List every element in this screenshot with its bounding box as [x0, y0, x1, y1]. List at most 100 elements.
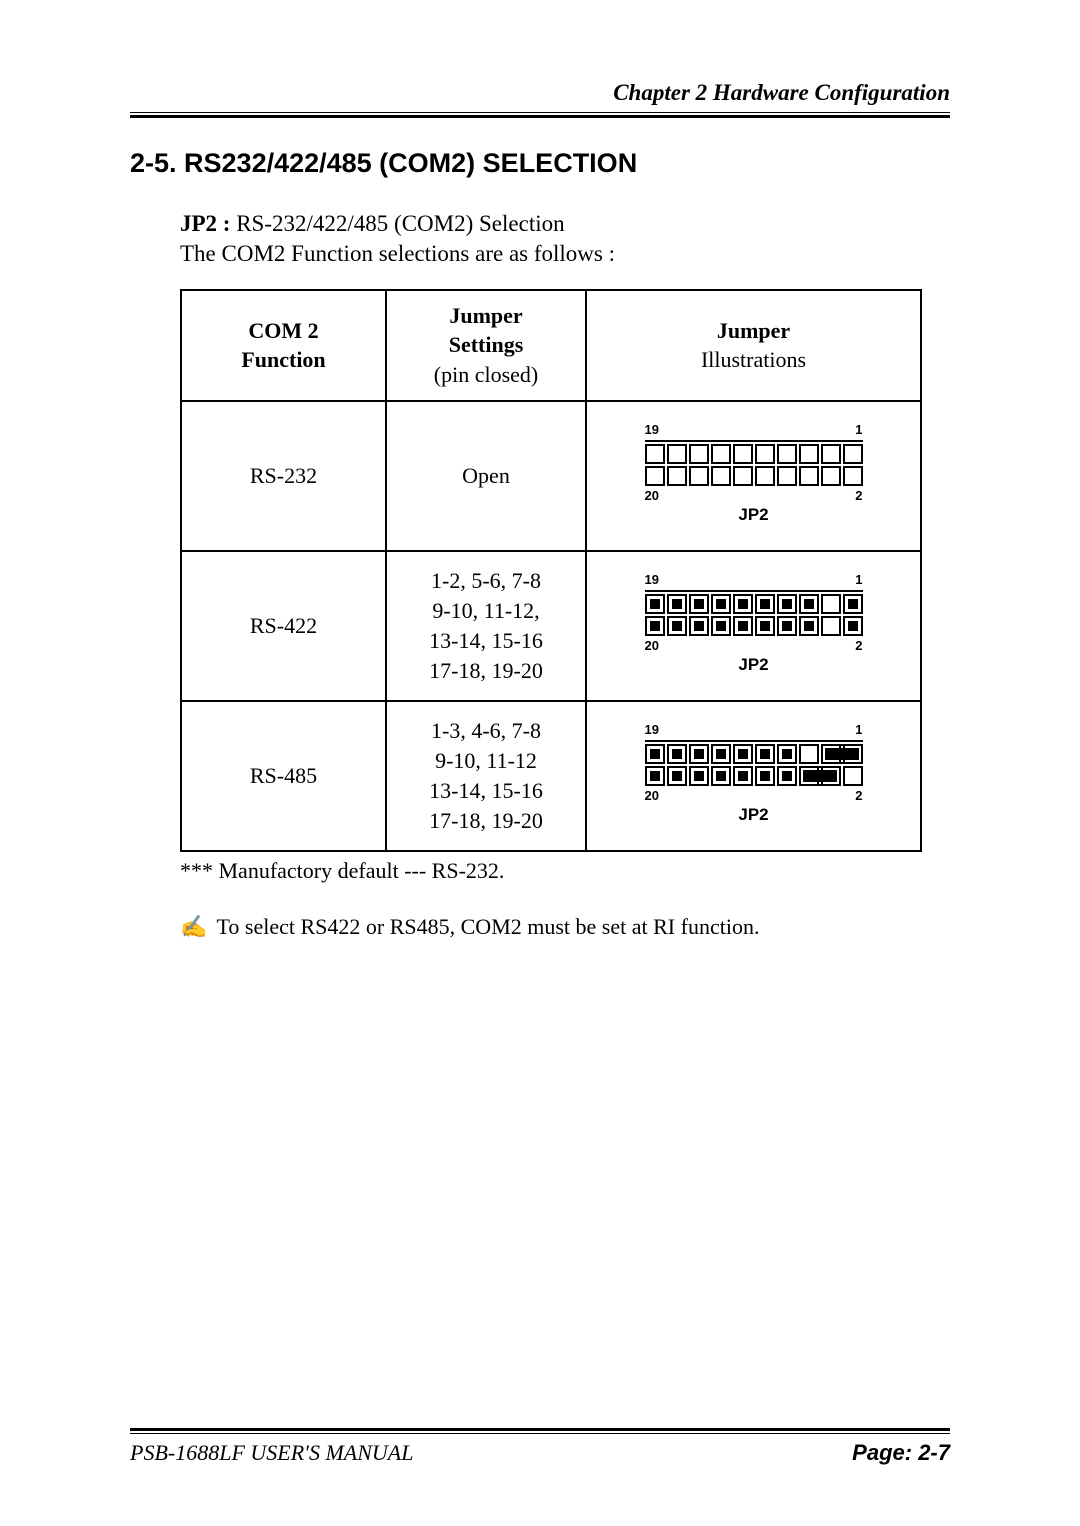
jumper-pin: [711, 594, 731, 614]
pin-label-tl: 19: [645, 722, 659, 737]
settings-line: 1-3, 4-6, 7-8: [393, 716, 579, 746]
jumper-pin: [711, 616, 731, 636]
th-ill-l2: Illustrations: [595, 345, 912, 375]
jumper-pin: [689, 766, 709, 786]
jumper-pin: [711, 766, 731, 786]
jumper-pin: [843, 616, 863, 636]
pin-label-br: 2: [855, 638, 862, 653]
settings-line: 9-10, 11-12,: [393, 596, 579, 626]
jp2-desc: RS-232/422/485 (COM2) Selection: [230, 211, 564, 236]
table-row: RS-4221-2, 5-6, 7-89-10, 11-12,13-14, 15…: [181, 551, 921, 701]
write-icon: ✍: [180, 914, 207, 939]
jumper-name: JP2: [645, 655, 863, 675]
jumper-pin: [733, 616, 753, 636]
pin-labels-bottom: 20 2: [645, 788, 863, 803]
cell-illustration: 19 1 20 2 JP2: [586, 701, 921, 851]
jumper-pin: [777, 766, 797, 786]
th-com2-l2: Function: [190, 345, 377, 375]
spacer: [130, 940, 950, 1428]
settings-line: 1-2, 5-6, 7-8: [393, 566, 579, 596]
jumper-pin: [799, 616, 819, 636]
pin-labels-bottom: 202: [645, 488, 863, 503]
th-set-l3: (pin closed): [395, 360, 577, 390]
jumper-pin: [821, 466, 841, 486]
pin-label-bl: 20: [645, 488, 659, 503]
jumper-pin: [843, 466, 863, 486]
pin-label-br: 2: [855, 788, 862, 803]
jumper-pin: [799, 766, 819, 786]
jumper-pin: [711, 744, 731, 764]
jumper-pin: [799, 744, 819, 764]
jumper-diagram: 19 1 20 2 JP2: [641, 722, 867, 829]
cell-settings: Open: [386, 401, 586, 551]
jumper-pin: [711, 444, 731, 464]
pin-label-tr: 1: [855, 722, 862, 737]
jumper-pin: [843, 766, 863, 786]
jumper-pin: [645, 616, 665, 636]
pin-label-tr: 1: [855, 422, 862, 437]
section-title: 2-5. RS232/422/485 (COM2) SELECTION: [130, 148, 950, 179]
jumper-pin: [755, 744, 775, 764]
intro-line2: The COM2 Function selections are as foll…: [180, 241, 615, 266]
jumper-pin: [843, 594, 863, 614]
jumper-pin: [645, 766, 665, 786]
jumper-name: JP2: [645, 505, 863, 525]
cell-function: RS-422: [181, 551, 386, 701]
jumper-grid: [645, 440, 863, 486]
settings-line: 17-18, 19-20: [393, 656, 579, 686]
jumper-pin: [843, 444, 863, 464]
jumper-name: JP2: [645, 805, 863, 825]
pin-label-tl: 19: [645, 422, 659, 437]
footer-left: PSB-1688LF USER′S MANUAL: [130, 1440, 413, 1466]
jumper-pin: [689, 594, 709, 614]
jumper-grid: [645, 740, 863, 786]
jumper-pin: [645, 444, 665, 464]
settings-line: 13-14, 15-16: [393, 626, 579, 656]
default-note: *** Manufactory default --- RS-232.: [180, 858, 950, 884]
settings-line: 17-18, 19-20: [393, 806, 579, 836]
jumper-pin: [821, 766, 841, 786]
th-ill-l1: Jumper: [595, 316, 912, 346]
settings-line: 9-10, 11-12: [393, 746, 579, 776]
table-row: RS-4851-3, 4-6, 7-89-10, 11-1213-14, 15-…: [181, 701, 921, 851]
table-row: RS-232Open191202JP2: [181, 401, 921, 551]
cell-illustration: 19 1 202 JP2: [586, 401, 921, 551]
jumper-pin: [755, 444, 775, 464]
jumper-pin: [821, 744, 841, 764]
jumper-pin: [777, 444, 797, 464]
jumper-pin: [667, 766, 687, 786]
settings-line: 13-14, 15-16: [393, 776, 579, 806]
intro-text: JP2 : RS-232/422/485 (COM2) Selection Th…: [180, 209, 950, 269]
table-header-row: COM 2 Function Jumper Settings (pin clos…: [181, 290, 921, 401]
jumper-pin: [799, 444, 819, 464]
cell-function: RS-485: [181, 701, 386, 851]
th-com2: COM 2 Function: [181, 290, 386, 401]
jumper-diagram: 191202JP2: [641, 572, 867, 679]
cell-settings: 1-3, 4-6, 7-89-10, 11-1213-14, 15-1617-1…: [386, 701, 586, 851]
jumper-pin: [777, 466, 797, 486]
jumper-table: COM 2 Function Jumper Settings (pin clos…: [180, 289, 922, 852]
pin-label-tl: 19: [645, 572, 659, 587]
pin-label-tr: 1: [855, 572, 862, 587]
jumper-pin: [843, 744, 863, 764]
jumper-pin: [645, 466, 665, 486]
jumper-pin: [733, 594, 753, 614]
jumper-diagram: 19 1 202 JP2: [641, 422, 867, 529]
ri-note-text: To select RS422 or RS485, COM2 must be s…: [211, 914, 759, 939]
header-rule: [130, 115, 950, 118]
footer-rule-top: [130, 1428, 950, 1431]
jumper-pin: [821, 594, 841, 614]
th-com2-l1: COM 2: [190, 316, 377, 346]
jumper-pin: [733, 766, 753, 786]
jumper-pin: [755, 466, 775, 486]
jumper-pin: [755, 616, 775, 636]
jumper-pin: [667, 744, 687, 764]
pin-label-bl: 20: [645, 788, 659, 803]
jumper-pin: [645, 744, 665, 764]
jumper-pin: [821, 616, 841, 636]
footer-right: Page: 2-7: [852, 1440, 950, 1466]
th-settings: Jumper Settings (pin closed): [386, 290, 586, 401]
jumper-pin: [645, 594, 665, 614]
page-container: Chapter 2 Hardware Configuration 2-5. RS…: [0, 0, 1080, 1526]
jumper-pin: [689, 616, 709, 636]
